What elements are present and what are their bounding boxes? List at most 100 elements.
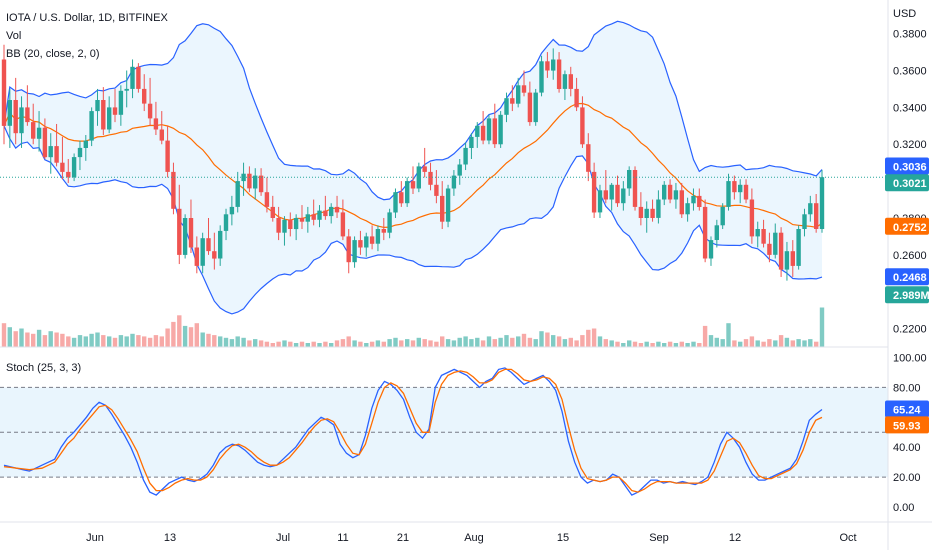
candle — [638, 192, 644, 226]
candle — [802, 208, 807, 237]
candle — [492, 103, 497, 148]
volume-bar — [685, 343, 690, 347]
volume-bar — [761, 341, 766, 347]
volume-bar — [36, 329, 42, 347]
price-tick-label: 0.3200 — [893, 139, 927, 151]
volume-bar — [697, 343, 702, 347]
candle-body — [644, 208, 649, 218]
candle — [358, 230, 363, 255]
volume-bar — [25, 332, 30, 347]
candle-body — [1, 59, 7, 126]
volume-bar — [755, 340, 760, 347]
volume-bar — [667, 341, 673, 347]
candle-body — [521, 85, 527, 93]
candle-body — [346, 236, 351, 263]
candle — [77, 140, 83, 171]
volume-bar — [334, 340, 340, 347]
candle — [223, 208, 229, 241]
candle-body — [188, 218, 194, 248]
candle-body — [562, 74, 568, 89]
volume-bar — [171, 321, 176, 347]
candle-body — [480, 125, 486, 141]
volume-legend[interactable]: Vol — [6, 30, 21, 42]
candle-body — [36, 127, 42, 139]
candle — [112, 88, 118, 123]
candle — [539, 55, 544, 97]
candle — [71, 153, 77, 182]
volume-bar — [358, 341, 363, 347]
candle — [19, 96, 24, 148]
bb-lower-badge: 0.2468 — [885, 268, 929, 286]
candle-body — [551, 59, 556, 71]
candle-body — [621, 188, 626, 204]
candle — [387, 208, 392, 239]
candle-body — [533, 92, 538, 123]
candle — [469, 133, 474, 159]
volume-bar — [808, 339, 813, 347]
bb-upper-badge-text: 0.3036 — [893, 162, 927, 174]
candle-body — [48, 146, 53, 158]
time-axis[interactable]: Jun 13 Jul 11 21 Aug 15 Sep 12 Oct — [86, 532, 856, 544]
stoch-k-badge-text: 65.24 — [893, 405, 921, 417]
volume-bar — [662, 343, 667, 347]
candle-body — [364, 236, 369, 248]
volume-bar — [369, 341, 375, 347]
bollinger-legend[interactable]: BB (20, close, 2, 0) — [6, 48, 100, 60]
candle-body — [42, 127, 48, 158]
volume-bar — [112, 337, 118, 347]
candle-body — [60, 162, 65, 172]
candle — [206, 217, 211, 255]
candle — [311, 199, 316, 226]
candle — [182, 214, 188, 259]
candle — [218, 225, 223, 266]
candle — [480, 111, 486, 145]
candle — [685, 197, 690, 222]
candle — [130, 59, 135, 99]
candle-body — [212, 251, 217, 259]
stoch-band-area — [0, 386, 888, 478]
stoch-tick-label: 100.00 — [893, 353, 927, 365]
volume-bar — [586, 329, 591, 347]
candle — [31, 103, 36, 145]
volume-bar — [153, 335, 159, 347]
candle — [767, 232, 772, 263]
candle-body — [691, 195, 696, 204]
volume-bar — [691, 341, 696, 347]
candle-body — [556, 59, 562, 89]
candle — [568, 66, 573, 97]
volume-bar — [276, 341, 281, 347]
candle — [749, 188, 755, 244]
candle-body — [159, 129, 164, 141]
candle-body — [445, 188, 451, 222]
candle-body — [19, 107, 24, 134]
candle — [720, 203, 725, 230]
candle — [808, 195, 813, 222]
candle — [107, 96, 112, 134]
candle-body — [323, 210, 328, 217]
candle-body — [469, 136, 474, 148]
candle — [229, 195, 235, 226]
volume-bar — [819, 307, 825, 347]
volume-bar — [31, 333, 36, 347]
candle — [399, 181, 404, 207]
candle-body — [597, 190, 603, 213]
time-tick-label: Aug — [464, 532, 484, 544]
candle-body — [71, 157, 77, 178]
candle — [305, 206, 310, 233]
volume-bar — [323, 341, 328, 347]
volume-bar — [130, 333, 135, 347]
price-tick-label: 0.2600 — [893, 250, 927, 262]
candle — [697, 188, 702, 211]
candle — [475, 122, 480, 148]
candle — [743, 179, 749, 204]
stoch-k-badge-bg — [885, 400, 929, 418]
chart-title[interactable]: IOTA / U.S. Dollar, 1D, BITFINEX — [6, 12, 168, 24]
stoch-legend[interactable]: Stoch (25, 3, 3) — [6, 362, 81, 374]
candle-body — [369, 236, 375, 244]
bb-lower-badge-text: 0.2468 — [893, 272, 927, 284]
candle — [778, 227, 784, 277]
volume-bar — [440, 336, 445, 347]
candle-body — [603, 190, 608, 200]
volume-bar — [516, 336, 521, 347]
